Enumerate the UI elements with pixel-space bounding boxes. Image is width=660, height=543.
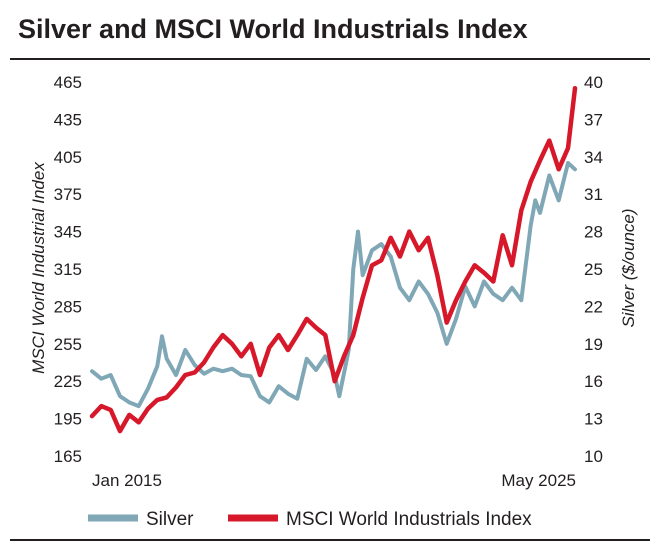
x-tick-label: Jan 2015 (92, 471, 162, 490)
bottom-rule (10, 539, 650, 541)
right-axis-title: Silver ($/ounce) (619, 208, 638, 327)
right-tick-label: 13 (584, 410, 603, 429)
left-tick-label: 375 (54, 185, 82, 204)
left-tick-label: 405 (54, 148, 82, 167)
left-tick-label: 465 (54, 73, 82, 92)
x-axis-ticks: Jan 2015 May 2025 (92, 471, 576, 490)
legend: Silver MSCI World Industrials Index (88, 509, 532, 530)
right-tick-label: 37 (584, 110, 603, 129)
right-tick-label: 40 (584, 73, 603, 92)
left-tick-label: 285 (54, 297, 82, 316)
left-axis-title: MSCI World Industrial Index (29, 162, 48, 374)
title-rule (10, 58, 650, 60)
left-tick-label: 195 (54, 410, 82, 429)
legend-label-silver: Silver (146, 509, 194, 530)
right-tick-label: 34 (584, 148, 603, 167)
legend-label-msci: MSCI World Industrials Index (286, 509, 532, 530)
left-tick-label: 345 (54, 223, 82, 242)
right-tick-label: 25 (584, 260, 603, 279)
series-line-msci (89, 85, 578, 434)
chart-title: Silver and MSCI World Industrials Index (18, 14, 528, 44)
x-tick-label: May 2025 (501, 471, 576, 490)
right-axis-ticks: 10 13 16 19 22 25 28 31 34 37 40 (584, 73, 603, 466)
left-tick-label: 255 (54, 335, 82, 354)
left-axis-ticks: 165 195 225 255 285 315 345 375 405 435 465 (54, 73, 82, 466)
left-tick-label: 225 (54, 372, 82, 391)
left-tick-label: 435 (54, 110, 82, 129)
series-line-silver (90, 161, 577, 409)
left-tick-label: 165 (54, 447, 82, 466)
series-layer (89, 85, 578, 434)
right-tick-label: 31 (584, 185, 603, 204)
right-tick-label: 16 (584, 372, 603, 391)
right-tick-label: 10 (584, 447, 603, 466)
left-tick-label: 315 (54, 260, 82, 279)
right-tick-label: 22 (584, 297, 603, 316)
right-tick-label: 19 (584, 335, 603, 354)
right-tick-label: 28 (584, 223, 603, 242)
